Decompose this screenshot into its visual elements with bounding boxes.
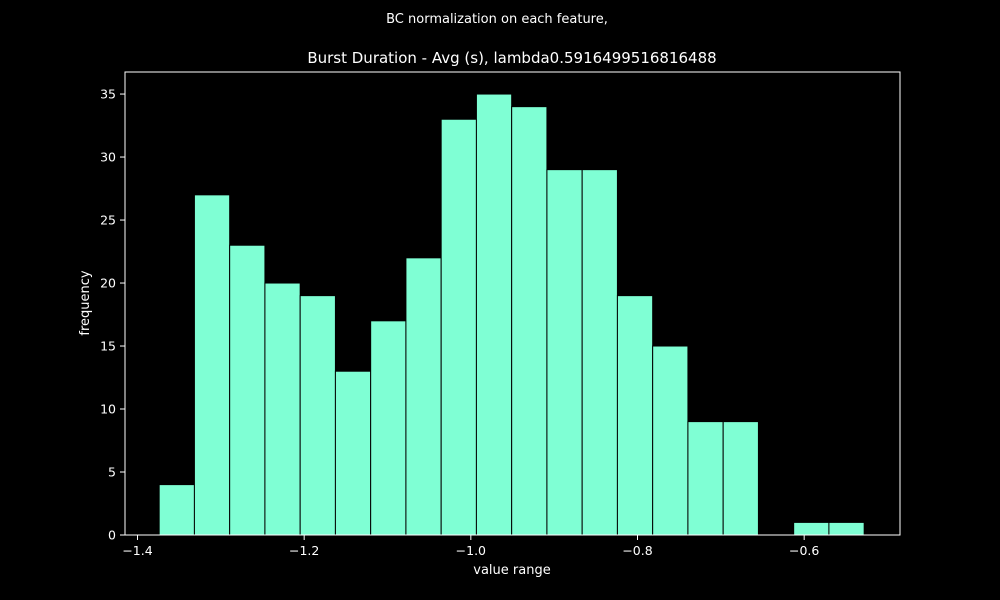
y-tick-label: 0 xyxy=(108,528,116,543)
histogram-bar xyxy=(440,118,477,536)
y-tick-label: 25 xyxy=(100,213,116,228)
y-tick-label: 35 xyxy=(100,87,116,102)
histogram-bar xyxy=(793,521,830,536)
histogram-bar xyxy=(264,282,301,536)
histogram-bar xyxy=(828,521,865,536)
chart-title: Burst Duration - Avg (s), lambda0.591649… xyxy=(307,49,716,67)
x-axis-label: value range xyxy=(473,563,550,578)
histogram-bar xyxy=(546,169,583,536)
chart-suptitle: BC normalization on each feature, xyxy=(386,12,608,27)
histogram-bar xyxy=(511,106,548,536)
histogram-bar xyxy=(370,320,407,536)
x-tick-label: −1.0 xyxy=(456,543,486,558)
y-ticks-group: 0 5 10 15 20 25 30 35 xyxy=(100,87,125,543)
x-tick-label: −0.8 xyxy=(622,543,652,558)
histogram-bar xyxy=(158,484,195,536)
y-tick-label: 15 xyxy=(100,339,116,354)
histogram-bar xyxy=(229,244,266,536)
histogram-bar xyxy=(299,295,336,536)
y-tick-label: 10 xyxy=(100,402,116,417)
histogram-bar xyxy=(475,93,513,536)
y-tick-label: 20 xyxy=(100,276,116,291)
histogram-bar xyxy=(405,257,442,536)
histogram-bar xyxy=(616,295,654,536)
histogram-bar xyxy=(193,194,231,536)
y-tick-label: 30 xyxy=(100,150,116,165)
bars-group xyxy=(158,93,865,536)
histogram-bar xyxy=(722,421,759,536)
x-ticks-group: −1.4 −1.2 −1.0 −0.8 −0.6 xyxy=(122,535,819,558)
histogram-bar xyxy=(687,421,724,536)
x-tick-label: −1.4 xyxy=(122,543,152,558)
histogram-bar xyxy=(334,370,372,536)
histogram-bar xyxy=(652,345,689,536)
x-tick-label: −0.6 xyxy=(789,543,819,558)
histogram-bar xyxy=(581,169,618,536)
x-tick-label: −1.2 xyxy=(289,543,319,558)
y-tick-label: 5 xyxy=(108,465,116,480)
y-axis-label: frequency xyxy=(78,270,93,336)
axes-frame xyxy=(124,71,901,536)
